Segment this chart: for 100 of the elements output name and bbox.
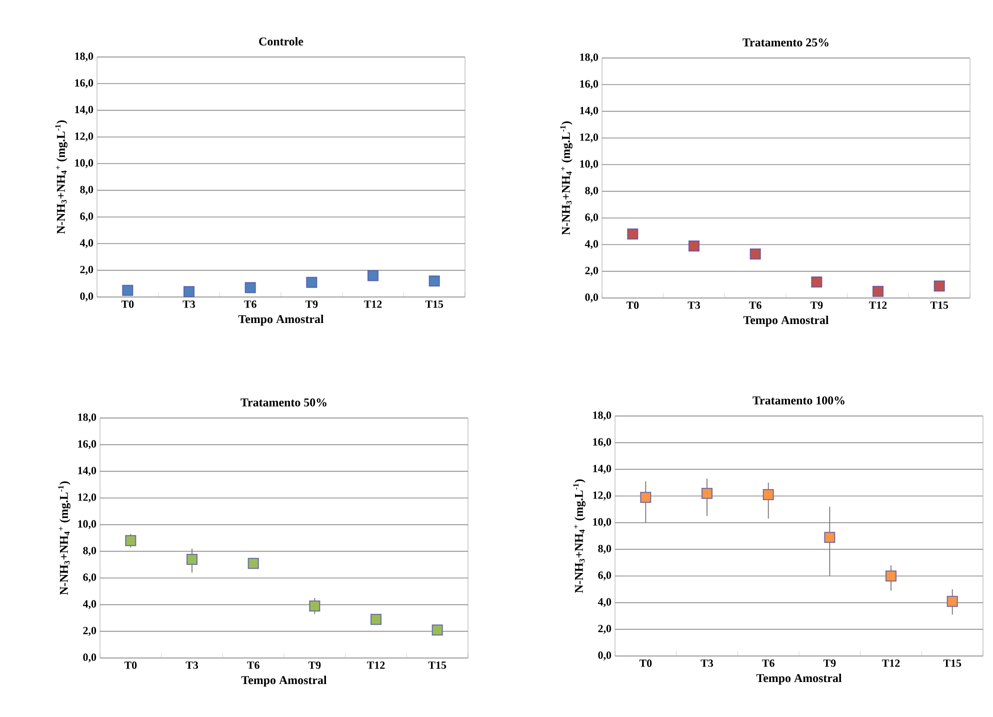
x-tick-label: T12 xyxy=(882,660,900,667)
y-axis-title: N-NH$_{3}$+NH$_{4}$$^{+}$ (mg.L$^{-1}$) xyxy=(560,121,572,235)
point xyxy=(432,624,443,636)
x-tick-label: T9 xyxy=(305,300,318,308)
y-tick-label: 2,0 xyxy=(80,266,94,275)
y-tick-label: 10,0 xyxy=(593,518,612,528)
x-axis-title: Tempo Amostral xyxy=(241,676,327,687)
y-tick-label: 4,0 xyxy=(598,598,612,608)
chart-title: Controle xyxy=(259,37,304,46)
y-tick-label: 18,0 xyxy=(580,54,598,62)
x-axis-title: Tempo Amostral xyxy=(756,674,842,685)
y-tick-label: 0,0 xyxy=(585,294,598,302)
y-tick-label: 18,0 xyxy=(78,414,96,422)
y-tick-label: 8,0 xyxy=(598,544,612,554)
y-tick-label: 12,0 xyxy=(78,494,96,502)
point xyxy=(946,596,958,607)
y-tick-label: 10,0 xyxy=(78,520,96,530)
y-tick-label: 6,0 xyxy=(80,212,94,222)
y-tick-label: 2,0 xyxy=(585,266,598,276)
point xyxy=(627,228,638,240)
x-tick-label: T6 xyxy=(247,662,260,669)
y-tick-label: 14,0 xyxy=(580,106,598,116)
y-tick-label: 0,0 xyxy=(80,292,94,302)
y-tick-label: 0,0 xyxy=(598,652,612,660)
x-axis-title: Tempo Amostral xyxy=(238,314,324,326)
point xyxy=(428,275,440,286)
y-tick-label: 6,0 xyxy=(83,574,96,582)
y-tick-label: 18,0 xyxy=(75,52,94,62)
point xyxy=(248,558,259,569)
y-tick-label: 8,0 xyxy=(585,186,598,196)
point xyxy=(306,276,318,288)
point xyxy=(122,284,134,296)
x-tick-label: T15 xyxy=(930,302,948,309)
y-tick-label: 4,0 xyxy=(80,239,94,248)
x-tick-label: T3 xyxy=(186,662,198,669)
y-axis-title: N-NH$_{3}$+NH$_{4}$$^{+}$ (mg.L$^{-1}$) xyxy=(573,479,586,593)
y-tick-label: 2,0 xyxy=(598,624,612,634)
x-tick-label: T12 xyxy=(869,302,887,309)
x-tick-label: T3 xyxy=(688,302,700,309)
point xyxy=(368,270,379,282)
x-axis-title: Tempo Amostral xyxy=(743,316,829,327)
x-tick-label: T6 xyxy=(762,660,774,667)
y-tick-label: 12,0 xyxy=(580,134,598,142)
y-tick-label: 14,0 xyxy=(75,106,94,115)
y-tick-label: 16,0 xyxy=(78,440,96,450)
x-tick-label: T9 xyxy=(823,660,836,667)
point xyxy=(750,248,761,260)
x-tick-label: T9 xyxy=(308,662,321,669)
point xyxy=(184,286,194,298)
x-tick-label: T3 xyxy=(700,660,714,667)
point xyxy=(872,286,884,297)
point xyxy=(125,535,136,546)
y-tick-label: 0,0 xyxy=(83,654,96,662)
y-axis-title: N-NH$_{3}$+NH$_{4}$$^{+}$ (mg.L$^{-1}$) xyxy=(55,120,68,234)
y-tick-label: 8,0 xyxy=(80,186,94,195)
point xyxy=(702,488,713,499)
x-tick-label: T15 xyxy=(425,300,444,308)
x-tick-label: T12 xyxy=(364,300,382,308)
chart-title: Tratamento 25% xyxy=(742,38,828,46)
x-tick-label: T6 xyxy=(749,302,762,309)
y-tick-label: 12,0 xyxy=(593,492,612,500)
x-tick-label: T0 xyxy=(121,300,134,308)
x-tick-label: T0 xyxy=(626,302,639,309)
y-tick-label: 6,0 xyxy=(598,572,612,580)
point xyxy=(370,614,382,625)
y-tick-label: 10,0 xyxy=(580,160,598,170)
x-tick-label: T12 xyxy=(367,662,385,669)
x-tick-label: T9 xyxy=(810,302,823,309)
chart-title: Tratamento 100% xyxy=(752,396,844,404)
point xyxy=(811,276,822,288)
y-tick-label: 12,0 xyxy=(75,132,94,142)
point xyxy=(934,280,945,292)
x-tick-label: T15 xyxy=(428,662,446,669)
point xyxy=(186,554,198,565)
point xyxy=(688,240,700,252)
y-tick-label: 8,0 xyxy=(83,546,96,556)
point xyxy=(762,489,774,500)
x-tick-label: T0 xyxy=(124,662,137,669)
y-tick-label: 4,0 xyxy=(584,240,598,250)
y-tick-label: 10,0 xyxy=(75,159,94,168)
y-tick-label: 4,0 xyxy=(82,600,96,610)
point xyxy=(244,282,256,294)
y-tick-label: 16,0 xyxy=(593,438,612,448)
y-axis-title: N-NH$_{3}$+NH$_{4}$$^{+}$ (mg.L$^{-1}$) xyxy=(58,481,70,595)
y-tick-label: 14,0 xyxy=(593,464,612,474)
y-tick-label: 14,0 xyxy=(78,466,96,476)
x-tick-label: T3 xyxy=(182,300,196,308)
chart-title: Tratamento 50% xyxy=(240,398,326,406)
y-tick-label: 6,0 xyxy=(585,214,598,222)
point xyxy=(640,492,652,503)
y-tick-label: 16,0 xyxy=(580,80,598,90)
x-tick-label: T6 xyxy=(244,300,256,308)
x-tick-label: T0 xyxy=(639,660,652,667)
y-tick-label: 18,0 xyxy=(593,412,612,420)
point xyxy=(309,600,320,612)
y-tick-label: 16,0 xyxy=(75,79,94,88)
x-tick-label: T15 xyxy=(943,660,962,667)
point xyxy=(824,532,836,543)
y-tick-label: 2,0 xyxy=(83,626,96,636)
point xyxy=(886,570,897,582)
